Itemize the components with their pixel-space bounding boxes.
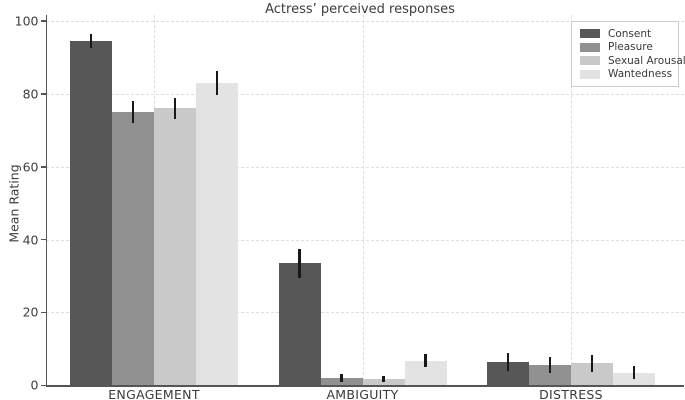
bar-sexual-arousal-engagement xyxy=(154,108,196,386)
bar-sexual-arousal-ambiguity xyxy=(362,378,405,386)
gridline-vertical xyxy=(362,15,364,386)
legend-item-sexual-arousal: Sexual Arousal xyxy=(580,54,685,68)
bar-consent-ambiguity xyxy=(278,263,321,386)
gridline-horizontal xyxy=(45,166,684,168)
error-bar-wantedness-distress xyxy=(632,365,636,380)
y-tick-mark xyxy=(40,93,46,95)
bar-wantedness-engagement xyxy=(196,82,238,386)
chart-title: Actress’ perceived responses xyxy=(265,2,455,17)
bar-consent-distress xyxy=(487,361,529,386)
legend-swatch-icon xyxy=(580,56,600,66)
error-bar-sexual-arousal-engagement xyxy=(173,97,177,120)
legend-item-wantedness: Wantedness xyxy=(580,68,673,82)
y-tick-label: 0 xyxy=(30,377,39,393)
gridline-horizontal xyxy=(45,21,684,22)
y-tick-label: 40 xyxy=(22,232,39,248)
legend-item-consent: Consent xyxy=(580,27,671,41)
y-axis-spine xyxy=(45,15,48,388)
gridline-horizontal xyxy=(45,312,684,314)
error-bar-consent-engagement xyxy=(89,33,93,49)
gridline-vertical xyxy=(571,15,572,386)
error-bar-sexual-arousal-ambiguity xyxy=(382,375,385,382)
gridline-horizontal xyxy=(45,239,684,241)
error-bar-sexual-arousal-distress xyxy=(590,354,594,373)
y-tick-label: 60 xyxy=(22,159,39,175)
legend-item-pleasure: Pleasure xyxy=(580,41,671,55)
y-tick-label: 100 xyxy=(14,13,39,29)
y-tick-mark xyxy=(40,311,46,314)
y-tick-mark xyxy=(40,165,46,168)
legend-swatch-icon xyxy=(580,69,600,79)
y-tick-label: 80 xyxy=(22,86,39,102)
x-category-label-engagement: ENGAGEMENT xyxy=(108,387,200,400)
error-bar-consent-ambiguity xyxy=(298,248,301,278)
legend-swatch-icon xyxy=(580,42,600,52)
legend-label: Sexual Arousal xyxy=(608,54,685,67)
bar-consent-engagement xyxy=(70,41,112,386)
error-bar-pleasure-engagement xyxy=(131,101,135,123)
x-category-label-distress: DISTRESS xyxy=(539,387,603,400)
error-bar-wantedness-ambiguity xyxy=(424,353,427,368)
error-bar-pleasure-distress xyxy=(548,357,552,374)
y-tick-label: 20 xyxy=(22,304,39,320)
bar-pleasure-distress xyxy=(529,365,571,386)
bar-pleasure-engagement xyxy=(112,112,154,386)
legend-swatch-icon xyxy=(580,29,600,39)
x-category-label-ambiguity: AMBIGUITY xyxy=(326,387,399,400)
error-bar-pleasure-ambiguity xyxy=(340,374,343,382)
y-tick-mark xyxy=(40,384,46,387)
bar-pleasure-ambiguity xyxy=(320,378,363,386)
legend-label: Wantedness xyxy=(608,68,673,81)
y-tick-mark xyxy=(40,20,46,22)
legend: Consent Pleasure Sexual Arousal Wantedness xyxy=(571,21,685,87)
error-bar-wantedness-engagement xyxy=(215,71,219,95)
gridline-horizontal xyxy=(45,93,684,95)
error-bar-consent-distress xyxy=(506,352,510,371)
legend-label: Consent xyxy=(608,27,652,40)
legend-label: Pleasure xyxy=(608,41,653,54)
y-tick-mark xyxy=(40,238,46,241)
bar-sexual-arousal-distress xyxy=(571,363,613,386)
x-axis-line xyxy=(45,385,684,388)
